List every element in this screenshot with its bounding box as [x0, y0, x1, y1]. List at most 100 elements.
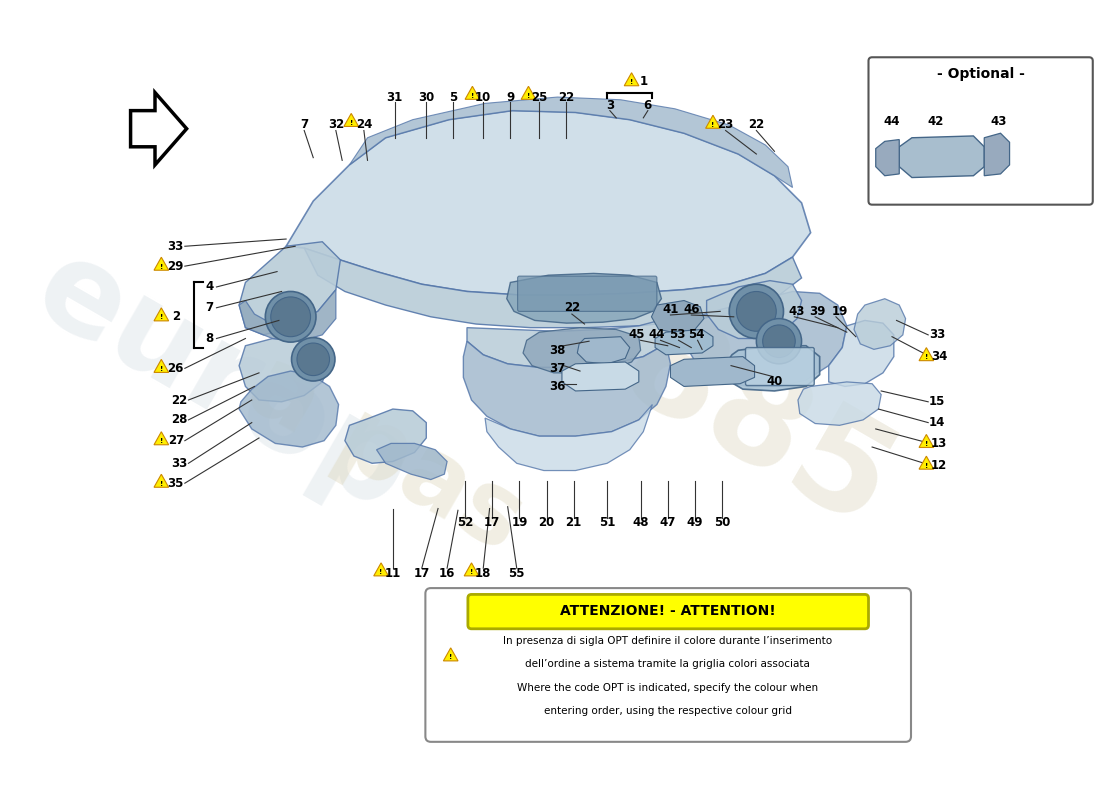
Text: 22: 22	[564, 302, 580, 314]
Text: 26: 26	[167, 362, 184, 375]
Polygon shape	[374, 563, 388, 576]
Text: 43: 43	[789, 305, 805, 318]
Text: 47: 47	[660, 517, 675, 530]
Polygon shape	[344, 114, 359, 126]
Text: 20: 20	[538, 517, 554, 530]
Polygon shape	[798, 382, 881, 426]
Text: 37: 37	[549, 362, 565, 375]
Text: 42: 42	[927, 115, 944, 128]
Polygon shape	[524, 328, 640, 373]
Text: 885: 885	[597, 296, 915, 558]
Text: 40: 40	[767, 375, 782, 389]
Polygon shape	[239, 290, 336, 342]
Text: !: !	[471, 93, 474, 98]
Text: In presenza di sigla OPT definire il colore durante l’inserimento: In presenza di sigla OPT definire il col…	[503, 635, 833, 646]
Polygon shape	[305, 248, 802, 328]
Polygon shape	[131, 93, 187, 165]
FancyBboxPatch shape	[746, 347, 814, 386]
Text: 32: 32	[328, 118, 344, 130]
Text: - Optional -: - Optional -	[937, 66, 1024, 81]
Text: 24: 24	[355, 118, 372, 130]
Text: !: !	[160, 366, 163, 372]
Text: !: !	[630, 79, 634, 85]
Text: 7: 7	[300, 118, 308, 130]
Text: 17: 17	[484, 517, 500, 530]
FancyBboxPatch shape	[426, 588, 911, 742]
Circle shape	[757, 318, 802, 364]
Text: !: !	[350, 120, 353, 126]
Polygon shape	[684, 291, 847, 386]
Polygon shape	[154, 308, 168, 321]
Text: !: !	[712, 122, 715, 127]
Text: 44: 44	[649, 328, 666, 342]
Text: 31: 31	[386, 90, 403, 103]
Text: !: !	[160, 481, 163, 486]
Text: 49: 49	[686, 517, 703, 530]
Text: 43: 43	[990, 115, 1006, 128]
Text: 30: 30	[418, 90, 434, 103]
Text: 6: 6	[644, 98, 652, 112]
Circle shape	[292, 338, 336, 381]
Polygon shape	[918, 456, 934, 469]
Polygon shape	[899, 136, 984, 178]
Text: 33: 33	[172, 457, 187, 470]
Polygon shape	[465, 86, 480, 99]
Polygon shape	[918, 348, 934, 361]
Text: europ: europ	[14, 227, 431, 537]
Text: 55: 55	[508, 567, 525, 580]
Text: dell’ordine a sistema tramite la griglia colori associata: dell’ordine a sistema tramite la griglia…	[526, 659, 811, 669]
Text: 41: 41	[662, 303, 679, 316]
FancyBboxPatch shape	[518, 276, 657, 311]
FancyBboxPatch shape	[468, 594, 869, 629]
Text: !: !	[449, 654, 452, 660]
Circle shape	[297, 343, 330, 375]
Text: 22: 22	[172, 394, 187, 406]
Text: 23: 23	[717, 118, 734, 130]
Polygon shape	[651, 301, 704, 333]
Polygon shape	[239, 242, 340, 335]
Text: 44: 44	[883, 115, 900, 128]
Text: 35: 35	[167, 477, 184, 490]
Polygon shape	[854, 298, 905, 350]
Text: 27: 27	[167, 434, 184, 447]
Polygon shape	[828, 321, 894, 386]
Polygon shape	[350, 97, 792, 187]
Polygon shape	[876, 139, 899, 176]
Text: 18: 18	[475, 567, 492, 580]
Text: 33: 33	[167, 240, 184, 253]
Polygon shape	[705, 115, 720, 128]
Text: 10: 10	[475, 90, 492, 103]
Polygon shape	[521, 86, 536, 99]
Text: !: !	[160, 438, 163, 444]
Polygon shape	[154, 432, 168, 445]
Polygon shape	[725, 346, 820, 391]
Text: 51: 51	[600, 517, 615, 530]
Text: !: !	[925, 354, 928, 360]
Polygon shape	[239, 371, 339, 447]
Text: 22: 22	[748, 118, 764, 130]
Polygon shape	[443, 648, 458, 661]
Text: a pas: a pas	[231, 337, 540, 571]
Text: 33: 33	[930, 328, 945, 342]
Text: 11: 11	[385, 567, 402, 580]
Text: !: !	[527, 93, 530, 98]
Text: !: !	[470, 570, 473, 575]
Polygon shape	[562, 362, 639, 391]
Text: 12: 12	[931, 458, 947, 472]
Text: 19: 19	[832, 305, 848, 318]
Text: 53: 53	[669, 328, 685, 342]
Text: 4: 4	[205, 281, 213, 294]
Text: 2: 2	[172, 310, 180, 323]
Text: 14: 14	[930, 416, 945, 429]
Polygon shape	[706, 281, 802, 338]
Polygon shape	[464, 563, 478, 576]
Text: Where the code OPT is indicated, specify the colour when: Where the code OPT is indicated, specify…	[517, 682, 818, 693]
Text: !: !	[925, 441, 928, 447]
Polygon shape	[468, 306, 684, 367]
Polygon shape	[376, 443, 447, 479]
Polygon shape	[656, 330, 713, 354]
Polygon shape	[984, 134, 1010, 176]
Polygon shape	[345, 409, 427, 463]
Circle shape	[271, 297, 310, 337]
Polygon shape	[286, 110, 811, 295]
